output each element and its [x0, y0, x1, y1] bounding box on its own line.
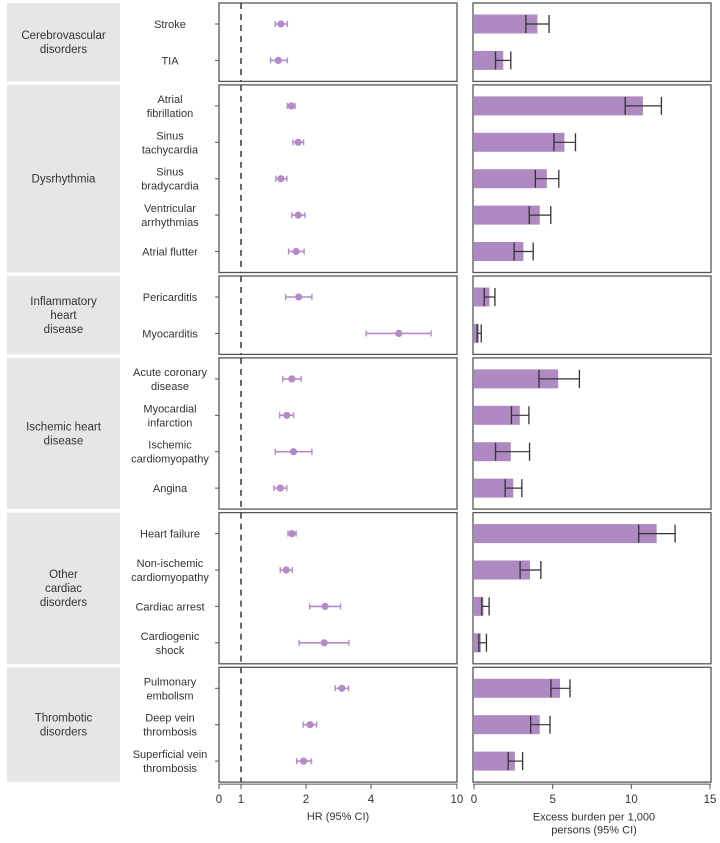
- hr-panel: [218, 84, 458, 274]
- burden-x-tick-label: 5: [549, 794, 555, 806]
- burden-bar: [474, 596, 484, 616]
- outcome-label: Atrial fibrillation: [147, 94, 193, 120]
- hr-point: [277, 175, 285, 183]
- hr-point: [277, 20, 285, 28]
- outcome-label: Atrial flutter: [142, 247, 198, 259]
- burden-bar: [474, 287, 490, 307]
- group-box: [7, 3, 120, 82]
- outcome-label: Pulmonary embolism: [144, 676, 197, 702]
- outcome-label: TIA: [161, 55, 179, 67]
- outcome-label: Myocardial infarction: [143, 403, 196, 429]
- group-box: [7, 357, 120, 510]
- outcome-label: Acute coronary disease: [133, 367, 207, 393]
- outcome-label: Ischemic cardiomyopathy: [131, 440, 209, 466]
- outcome-label: Myocarditis: [142, 328, 198, 340]
- hr-x-tick-label: 4: [368, 794, 375, 806]
- burden-bar: [474, 715, 540, 735]
- hr-panel: [218, 511, 458, 665]
- hr-x-tick-label: 0: [216, 794, 222, 806]
- hr-point: [295, 293, 303, 301]
- burden-bar: [474, 751, 515, 771]
- outcome-label: Sinus bradycardia: [141, 167, 199, 193]
- hr-point: [395, 329, 403, 337]
- group-label: Inflammatory heart disease: [30, 296, 97, 336]
- burden-bar: [474, 405, 520, 425]
- hr-panel: [218, 2, 458, 83]
- group-box: [7, 512, 120, 664]
- outcome-label: Pericarditis: [143, 292, 198, 304]
- burden-bar: [474, 169, 547, 189]
- burden-x-tick-label: 10: [625, 794, 638, 806]
- hr-point: [321, 602, 329, 611]
- burden-bar: [474, 442, 511, 462]
- burden-x-tick-label: 15: [704, 794, 717, 806]
- burden-bar: [474, 242, 524, 261]
- outcome-label: Cardiac arrest: [135, 601, 204, 613]
- outcome-label: Stroke: [154, 19, 186, 31]
- hr-point: [306, 721, 314, 729]
- hr-point: [338, 684, 346, 692]
- hr-point: [282, 566, 290, 574]
- hr-point: [288, 375, 296, 383]
- group-box: [7, 667, 120, 783]
- hr-panel: [218, 357, 458, 510]
- group-label: Other cardiac disorders: [40, 569, 88, 609]
- outcome-label: Non-ischemic cardiomyopathy: [131, 558, 209, 584]
- burden-x-tick-label: 0: [471, 794, 477, 806]
- outcome-label: Angina: [153, 483, 188, 495]
- burden-bar: [474, 132, 565, 152]
- hr-point: [292, 247, 300, 256]
- hr-panel: [218, 275, 458, 356]
- outcome-label: Ventricular arrhythmias: [141, 203, 199, 229]
- group-label: Ischemic heart disease: [26, 422, 102, 448]
- burden-bar: [474, 524, 657, 544]
- hr-point: [283, 411, 291, 419]
- outcome-label: Cardiogenic shock: [141, 631, 200, 657]
- burden-bar: [474, 14, 538, 34]
- hr-axis-title: HR (95% CI): [307, 811, 369, 823]
- burden-panel: [472, 275, 712, 356]
- burden-bar: [474, 205, 540, 225]
- hr-panel: [218, 666, 458, 783]
- burden-bar: [474, 633, 481, 653]
- hr-x-tick-label: 10: [451, 794, 464, 806]
- burden-axis-title: Excess burden per 1,000 persons (95% CI): [533, 812, 655, 837]
- burden-bar: [474, 369, 559, 389]
- burden-bar: [474, 560, 531, 580]
- group-box: [7, 84, 120, 273]
- outcome-label: Sinus tachycardia: [142, 130, 199, 156]
- group-label: Dysrhythmia: [32, 174, 97, 186]
- outcome-label: Deep vein thrombosis: [143, 713, 197, 739]
- hr-point: [294, 211, 302, 219]
- burden-bar: [474, 678, 561, 698]
- group-label: Cerebrovascular disorders: [21, 30, 106, 56]
- group-box: [7, 276, 120, 355]
- outcome-label: Superficial vein thrombosis: [133, 749, 208, 775]
- burden-bar: [474, 478, 514, 498]
- hr-point: [287, 102, 295, 110]
- hr-point: [276, 484, 284, 492]
- hr-point: [289, 448, 298, 456]
- hr-point: [320, 639, 328, 647]
- burden-bar: [474, 96, 643, 116]
- hr-point: [300, 757, 308, 765]
- hr-x-tick-label: 2: [303, 794, 309, 806]
- outcome-label: Heart failure: [140, 529, 200, 541]
- hr-point: [274, 56, 282, 64]
- burden-bar: [474, 323, 479, 343]
- hr-point: [294, 138, 302, 146]
- hr-point: [288, 530, 296, 538]
- hr-x-tick-label: 1: [238, 794, 244, 806]
- group-label: Thrombotic disorders: [35, 713, 93, 739]
